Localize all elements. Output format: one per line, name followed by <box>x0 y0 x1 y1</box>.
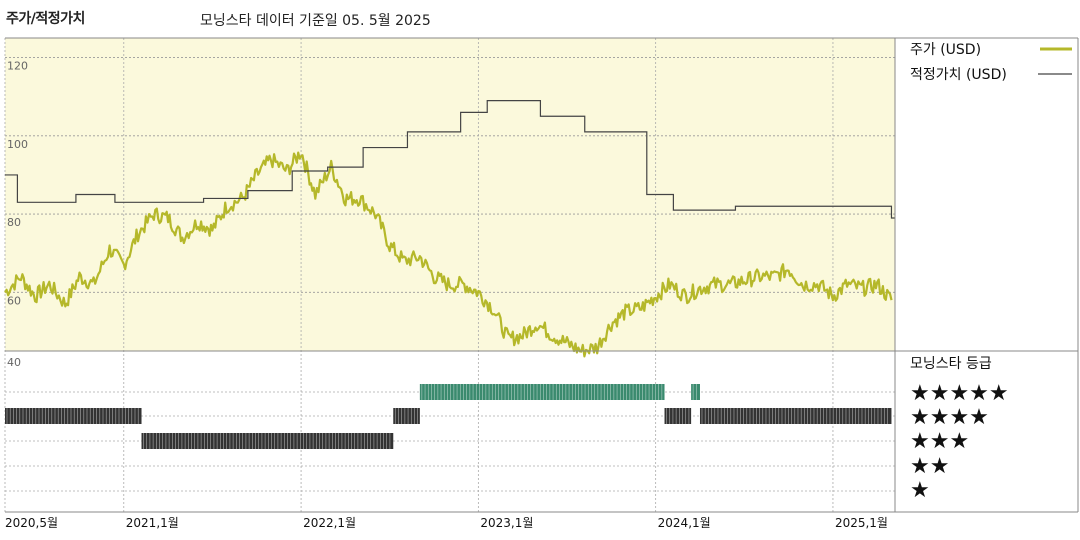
rating-row-1: ★ <box>910 478 930 503</box>
y-tick-label: 80 <box>7 216 21 229</box>
rating-bar <box>141 433 394 449</box>
price-line <box>4 151 893 358</box>
x-tick-label: 2020,5월 <box>5 516 58 530</box>
rating-period-5-star <box>691 384 700 400</box>
rating-period-3-star <box>141 433 394 449</box>
rating-period-4-star <box>664 408 692 424</box>
rating-bar <box>393 408 420 424</box>
y-tick-labels: 120 100 80 60 40 <box>7 60 28 369</box>
x-tick-label: 2021,1월 <box>126 516 179 530</box>
legend-price-label: 주가 (USD) <box>910 42 981 58</box>
chart-subtitle: 모닝스타 데이터 기준일 05. 5월 2025 <box>200 13 431 29</box>
price-plot-background <box>5 38 895 351</box>
chart-title: 주가/적정가치 <box>6 11 85 27</box>
rating-bar <box>664 408 692 424</box>
fair-value-line <box>5 100 895 219</box>
rating-row-4: ★★★★ <box>910 405 989 430</box>
rating-period-4-star <box>5 408 142 424</box>
rating-bar <box>691 384 700 400</box>
x-tick-label: 2022,1월 <box>303 516 356 530</box>
y-tick-label: 100 <box>7 138 28 151</box>
x-tick-label: 2025,1월 <box>835 516 888 530</box>
rating-row-2: ★★ <box>910 454 949 479</box>
series-lines <box>4 100 895 358</box>
legend: 주가 (USD) 적정가치 (USD) 모닝스타 등급 ★★★★★ ★★★★ ★… <box>910 42 1072 503</box>
y-tick-label: 40 <box>7 356 21 369</box>
y-tick-label: 120 <box>7 60 28 73</box>
x-tick-labels: 2020,5월 2021,1월 2022,1월 2023,1월 2024,1월 2025,… <box>5 516 888 530</box>
rating-row-3: ★★★ <box>910 429 969 454</box>
rating-bar <box>419 384 665 400</box>
rating-bars <box>5 384 892 449</box>
rating-plot-background <box>5 351 895 512</box>
rating-bar <box>699 408 892 424</box>
rating-row-5: ★★★★★ <box>910 381 1009 406</box>
rating-bar <box>5 408 142 424</box>
x-tick-label: 2024,1월 <box>658 516 711 530</box>
rating-period-5-star <box>419 384 665 400</box>
rating-period-4-star <box>699 408 892 424</box>
rating-header: 모닝스타 등급 <box>910 356 992 372</box>
legend-fair-value-label: 적정가치 (USD) <box>910 67 1007 83</box>
x-tick-label: 2023,1월 <box>480 516 533 530</box>
y-tick-label: 60 <box>7 294 21 307</box>
grid-lines <box>4 38 895 512</box>
rating-period-4-star <box>393 408 420 424</box>
